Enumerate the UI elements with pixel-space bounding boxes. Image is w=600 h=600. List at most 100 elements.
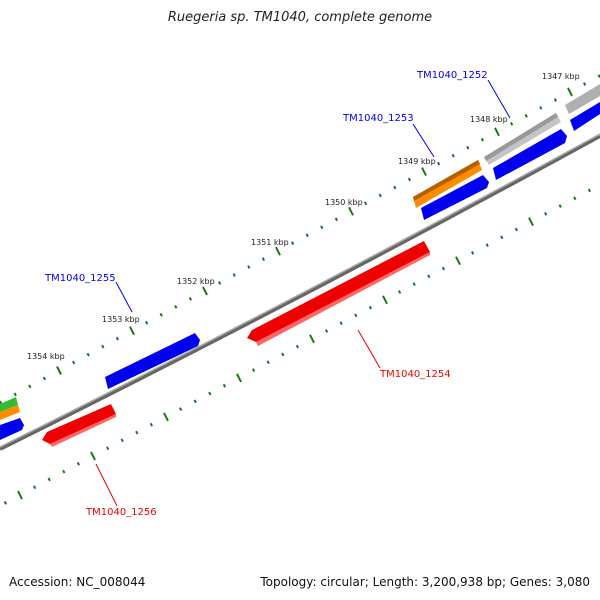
minor-tick [368, 305, 373, 310]
gene-left-blue[interactable] [0, 418, 24, 440]
minor-tick [28, 384, 32, 389]
minor-tick [62, 469, 66, 474]
minor-tick [86, 352, 90, 357]
minor-tick [354, 313, 358, 318]
minor-tick [105, 446, 110, 451]
map-title: Ruegeria sp. TM1040, complete genome [167, 10, 433, 25]
major-tick [163, 412, 169, 422]
minor-tick [101, 344, 105, 349]
minor-tick [451, 153, 455, 158]
minor-tick [466, 145, 470, 150]
minor-tick [320, 225, 324, 230]
minor-tick [295, 344, 300, 349]
tick-label: 1351 kbp [251, 238, 289, 247]
minor-tick [587, 188, 592, 193]
minor-tick [247, 265, 251, 269]
minor-tick [290, 241, 295, 246]
minor-tick [334, 217, 339, 222]
major-tick [236, 373, 242, 383]
tick-label: 1347 kbp [542, 72, 580, 81]
minor-tick [393, 185, 397, 190]
minor-tick [514, 227, 519, 232]
minor-tick [363, 201, 368, 206]
topology-text: Topology: circular; Length: 3,200,938 bp… [260, 575, 590, 589]
minor-tick [13, 392, 17, 397]
major-tick [567, 87, 573, 97]
major-tick [17, 490, 23, 500]
gene-right-blue[interactable] [570, 102, 600, 131]
minor-tick [251, 368, 256, 372]
major-tick [56, 366, 62, 375]
minor-tick [573, 196, 577, 201]
minor-tick [558, 204, 562, 208]
minor-tick [407, 177, 412, 182]
gene-blue-under-1253[interactable] [421, 175, 489, 220]
minor-tick [339, 321, 343, 326]
major-tick [528, 217, 534, 227]
major-tick [129, 326, 135, 336]
major-tick [421, 167, 427, 177]
minor-tick [232, 273, 236, 277]
major-tick [348, 206, 354, 216]
minor-tick [553, 98, 558, 102]
minor-tick [281, 352, 285, 357]
minor-tick [159, 312, 163, 317]
minor-tick [188, 297, 193, 301]
genome-backbone [0, 134, 600, 451]
minor-tick [32, 485, 37, 490]
gene-label-1256[interactable]: TM1040_1256 [85, 507, 157, 518]
gene-label-1253[interactable]: TM1040_1253 [342, 113, 414, 124]
minor-tick [208, 391, 212, 396]
minor-tick [149, 422, 154, 427]
minor-tick [524, 113, 528, 118]
minor-tick [3, 500, 8, 505]
minor-tick [543, 211, 548, 216]
gene-label-1254[interactable]: TM1040_1254 [379, 369, 451, 380]
minor-tick [115, 336, 120, 341]
minor-tick [261, 257, 266, 261]
minor-tick [485, 243, 489, 247]
minor-tick [178, 407, 183, 412]
minor-tick [222, 383, 227, 388]
minor-tick [305, 233, 309, 238]
minor-tick [470, 251, 475, 255]
minor-tick [47, 477, 51, 482]
major-tick [455, 256, 461, 266]
gene-right-gray[interactable] [565, 84, 600, 114]
minor-tick [217, 281, 222, 285]
gene-tm1040-1256[interactable] [42, 404, 116, 444]
gene-left-green[interactable] [0, 397, 18, 412]
tick-label: 1350 kbp [325, 198, 363, 207]
major-tick [309, 334, 315, 344]
tick-label: 1348 kbp [470, 115, 508, 124]
minor-tick [0, 400, 3, 405]
gene-left-orange[interactable] [0, 405, 20, 420]
minor-tick [144, 320, 149, 325]
tick-label: 1353 kbp [102, 315, 140, 324]
minor-tick [441, 266, 446, 271]
minor-tick [174, 304, 178, 309]
minor-tick [412, 282, 416, 287]
minor-tick [582, 82, 587, 86]
minor-tick [427, 274, 431, 279]
minor-tick [71, 360, 76, 365]
tick-label: 1352 kbp [177, 277, 215, 286]
major-tick [90, 451, 96, 461]
minor-tick [120, 438, 124, 443]
gene-tm1040-1254[interactable] [247, 241, 430, 342]
minor-tick [324, 329, 329, 333]
gene-blue-under-1252[interactable] [493, 129, 567, 180]
minor-tick [509, 121, 514, 126]
minor-tick [436, 161, 441, 166]
minor-tick [193, 399, 197, 404]
tick-marks [0, 74, 600, 505]
major-tick [382, 295, 388, 305]
minor-tick [135, 430, 139, 435]
minor-tick [397, 290, 402, 294]
major-tick [275, 246, 281, 256]
minor-tick [42, 376, 47, 381]
gene-label-1252[interactable]: TM1040_1252 [416, 70, 488, 81]
gene-label-1255[interactable]: TM1040_1255 [44, 273, 116, 284]
gene-tm1040-1255[interactable] [105, 333, 200, 389]
